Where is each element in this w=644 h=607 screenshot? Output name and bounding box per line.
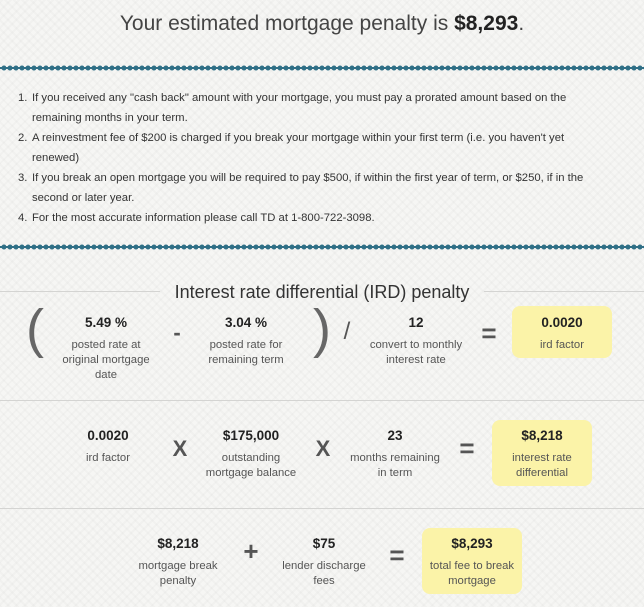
times-operator: X [315, 436, 331, 461]
row-divider [0, 400, 644, 401]
label-line: convert to monthly [369, 339, 463, 351]
label-line: ird factor [86, 452, 130, 464]
note-item: 1. If you received any "cash back" amoun… [12, 88, 632, 128]
note-line: For the most accurate information please… [32, 212, 375, 224]
note-number: 3. [18, 172, 28, 184]
label-line: total fee to break [429, 560, 515, 572]
note-number: 4. [18, 212, 28, 224]
label-line: posted rate at [71, 339, 141, 351]
note-item: 4. For the most accurate information ple… [12, 208, 632, 228]
open-paren: ( [26, 299, 44, 359]
posted-rate-value: 5.49 % [84, 315, 128, 330]
label-line: date [95, 369, 117, 381]
divide-operator: / [343, 318, 351, 345]
penalty-headline: Your estimated mortgage penalty is $8,29… [0, 12, 644, 36]
remaining-rate-value: 3.04 % [224, 315, 268, 330]
note-number: 1. [18, 92, 28, 104]
penalty-label: mortgage break penalty [118, 559, 238, 589]
note-line: If you break an open mortgage you will b… [32, 172, 584, 184]
remaining-rate-label: posted rate for remaining term [186, 338, 306, 368]
ird-result-label: interest rate differential [492, 451, 592, 481]
balance-label: outstanding mortgage balance [186, 451, 316, 481]
total-fee-result: $8,293 [451, 536, 493, 551]
label-line: mortgage balance [205, 467, 297, 479]
label-line: posted rate for [209, 339, 283, 351]
months-remaining-value: 23 [387, 428, 403, 443]
note-item: 3. If you break an open mortgage you wil… [12, 168, 632, 208]
row-divider [0, 508, 644, 509]
times-operator: X [172, 436, 188, 461]
headline-suffix: . [518, 12, 525, 35]
ird-title: Interest rate differential (IRD) penalty [174, 282, 470, 302]
ird-result: $8,218 [521, 428, 563, 443]
total-fee-highlight [422, 528, 522, 594]
label-line: interest rate [512, 452, 572, 464]
title-rule-right [484, 291, 644, 292]
months-value: 12 [408, 315, 424, 330]
label-line: interest rate [386, 354, 446, 366]
wave-divider-top [0, 64, 644, 72]
equals-operator: = [459, 433, 475, 463]
label-line: outstanding [221, 452, 281, 464]
factor-value: 0.0020 [87, 428, 129, 443]
label-line: penalty [159, 575, 197, 587]
equals-operator: = [481, 318, 497, 348]
note-line: remaining months in your term. [32, 112, 188, 124]
plus-operator: + [243, 536, 259, 566]
label-line: remaining term [208, 354, 284, 366]
posted-rate-label: posted rate at original mortgage date [46, 338, 166, 383]
headline-amount: $8,293 [454, 12, 519, 35]
note-line: second or later year. [32, 192, 135, 204]
factor-label: ird factor [48, 451, 168, 466]
label-line: fees [313, 575, 335, 587]
discharge-label: lender discharge fees [264, 559, 384, 589]
headline-prefix: Your estimated mortgage penalty is [119, 12, 455, 35]
ird-result-highlight [492, 420, 592, 486]
ird-factor-result-label: ird factor [512, 338, 612, 353]
label-line: original mortgage [62, 354, 150, 366]
label-line: months remaining [350, 452, 440, 464]
close-paren: ) [313, 299, 331, 359]
minus-operator: - [173, 320, 181, 345]
note-line: A reinvestment fee of $200 is charged if… [32, 132, 565, 144]
total-fee-label: total fee to break mortgage [422, 559, 522, 589]
ird-factor-highlight [512, 306, 612, 358]
label-line: in term [377, 467, 413, 479]
label-line: ird factor [540, 339, 584, 351]
ird-factor-result: 0.0020 [541, 315, 583, 330]
equals-operator: = [389, 540, 405, 570]
discharge-value: $75 [312, 536, 336, 551]
wave-divider-bottom [0, 243, 644, 251]
label-line: mortgage break [138, 560, 218, 572]
label-line: lender discharge [282, 560, 366, 572]
label-line: differential [516, 467, 568, 479]
balance-value: $175,000 [222, 428, 280, 443]
months-remaining-label: months remaining in term [335, 451, 455, 481]
notes-list: 1. If you received any "cash back" amoun… [12, 88, 632, 228]
note-line: renewed) [32, 152, 80, 164]
note-line: If you received any "cash back" amount w… [32, 92, 567, 104]
penalty-value: $8,218 [157, 536, 199, 551]
months-label: convert to monthly interest rate [356, 338, 476, 368]
note-item: 2. A reinvestment fee of $200 is charged… [12, 128, 632, 168]
label-line: mortgage [448, 575, 496, 587]
note-number: 2. [18, 132, 28, 144]
title-rule-left [0, 291, 160, 292]
